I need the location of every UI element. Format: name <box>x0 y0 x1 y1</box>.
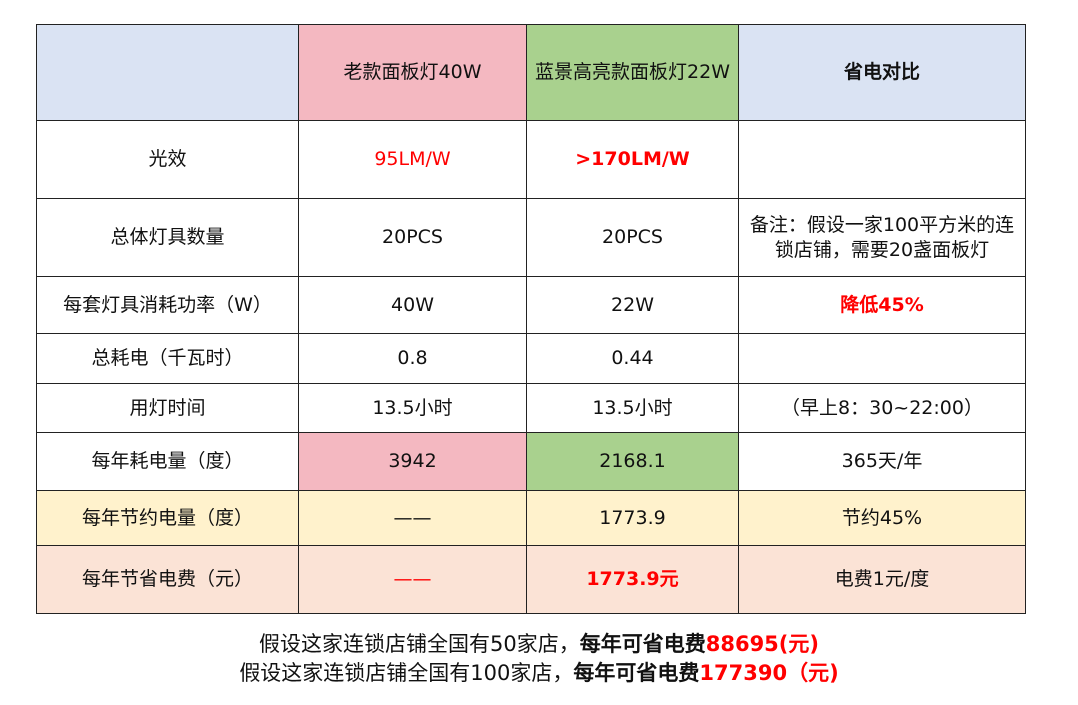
new-value: 13.5小时 <box>526 383 739 433</box>
row-label: 每年节约电量（度） <box>36 490 299 546</box>
note-value: 降低45% <box>738 276 1026 334</box>
table-row: 总耗电（千瓦时） 0.8 0.44 <box>36 333 1026 384</box>
summary-notes: 假设这家连锁店铺全国有50家店，每年可省电费88695(元) 假设这家连锁店铺全… <box>0 630 1078 688</box>
old-value: 13.5小时 <box>298 383 527 433</box>
table-row: 每年节约电量（度） —— 1773.9 节约45% <box>36 490 1026 546</box>
old-value: 20PCS <box>298 198 527 277</box>
table-row: 用灯时间 13.5小时 13.5小时 （早上8：30~22:00） <box>36 383 1026 433</box>
summary-value: 177390（元) <box>699 661 839 685</box>
summary-value: 88695(元) <box>705 632 819 656</box>
old-value: —— <box>298 490 527 546</box>
note-value: 节约45% <box>738 490 1026 546</box>
summary-bold: 每年可省电费 <box>579 632 706 656</box>
summary-prefix: 假设这家连锁店铺全国有50家店， <box>259 632 580 656</box>
note-value: 电费1元/度 <box>738 545 1026 614</box>
table-row: 光效 95LM/W >170LM/W <box>36 120 1026 199</box>
note-value: 365天/年 <box>738 432 1026 491</box>
old-value: 40W <box>298 276 527 334</box>
note-value <box>738 120 1026 199</box>
new-value: 2168.1 <box>526 432 739 491</box>
table-row: 每套灯具消耗功率（W） 40W 22W 降低45% <box>36 276 1026 334</box>
old-value: 3942 <box>298 432 527 491</box>
row-label: 每套灯具消耗功率（W） <box>36 276 299 334</box>
table-row: 每年节省电费（元） —— 1773.9元 电费1元/度 <box>36 545 1026 614</box>
summary-prefix: 假设这家连锁店铺全国有100家店， <box>239 661 574 685</box>
header-old-panel: 老款面板灯40W <box>298 24 527 121</box>
table-row: 总体灯具数量 20PCS 20PCS 备注：假设一家100平方米的连锁店铺，需要… <box>36 198 1026 277</box>
header-new-panel: 蓝景高亮款面板灯22W <box>526 24 739 121</box>
new-value: 22W <box>526 276 739 334</box>
new-value: 20PCS <box>526 198 739 277</box>
row-label: 总体灯具数量 <box>36 198 299 277</box>
note-value: （早上8：30~22:00） <box>738 383 1026 433</box>
row-label: 总耗电（千瓦时） <box>36 333 299 384</box>
header-compare: 省电对比 <box>738 24 1026 121</box>
new-value: 1773.9元 <box>526 545 739 614</box>
comparison-table: 老款面板灯40W 蓝景高亮款面板灯22W 省电对比 光效 95LM/W >170… <box>36 24 1026 614</box>
header-row: 老款面板灯40W 蓝景高亮款面板灯22W 省电对比 <box>36 24 1026 121</box>
summary-line: 假设这家连锁店铺全国有50家店，每年可省电费88695(元) <box>0 630 1078 659</box>
new-value: 1773.9 <box>526 490 739 546</box>
table-row: 每年耗电量（度） 3942 2168.1 365天/年 <box>36 432 1026 491</box>
note-value <box>738 333 1026 384</box>
old-value: 95LM/W <box>298 120 527 199</box>
new-value: 0.44 <box>526 333 739 384</box>
row-label: 用灯时间 <box>36 383 299 433</box>
old-value: 0.8 <box>298 333 527 384</box>
note-value: 备注：假设一家100平方米的连锁店铺，需要20盏面板灯 <box>738 198 1026 277</box>
summary-line: 假设这家连锁店铺全国有100家店，每年可省电费177390（元) <box>0 659 1078 688</box>
summary-bold: 每年可省电费 <box>573 661 700 685</box>
new-value: >170LM/W <box>526 120 739 199</box>
old-value: —— <box>298 545 527 614</box>
header-blank-cell <box>36 24 299 121</box>
row-label: 每年耗电量（度） <box>36 432 299 491</box>
row-label: 光效 <box>36 120 299 199</box>
row-label: 每年节省电费（元） <box>36 545 299 614</box>
